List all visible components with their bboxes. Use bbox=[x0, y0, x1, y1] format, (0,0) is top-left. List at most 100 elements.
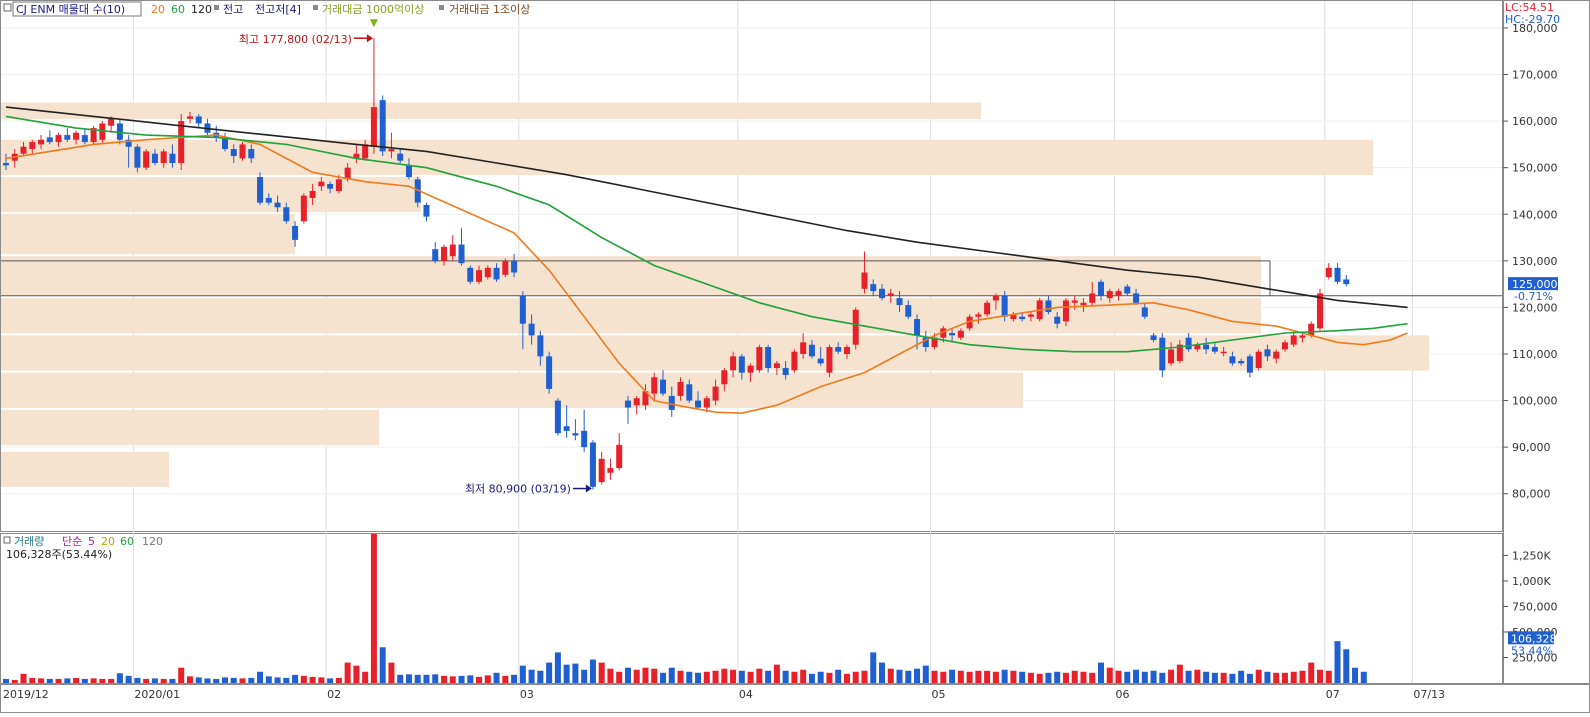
volume-bar bbox=[327, 678, 334, 683]
candle-down bbox=[405, 165, 412, 177]
last-volume-value: 106,328 bbox=[1511, 632, 1557, 645]
volume-bar bbox=[300, 675, 307, 683]
volume-bar bbox=[309, 676, 316, 683]
volume-ma20-label: 20 bbox=[101, 535, 115, 548]
volume-bar bbox=[808, 673, 815, 683]
volume-bar bbox=[99, 678, 106, 683]
candle-down bbox=[1159, 337, 1166, 371]
volume-bar bbox=[1352, 667, 1359, 683]
volume-bar bbox=[230, 677, 237, 683]
volume-bar bbox=[318, 677, 325, 683]
ma60-label: 60 bbox=[171, 3, 185, 16]
volume-bar bbox=[677, 670, 684, 683]
last-price-badge-bg bbox=[1508, 277, 1558, 291]
volume-bar bbox=[914, 668, 921, 683]
candle-up bbox=[353, 153, 360, 159]
volume-bar bbox=[1168, 669, 1175, 683]
volume-bar bbox=[782, 670, 789, 683]
volume-bar bbox=[738, 670, 745, 683]
candle-down bbox=[1211, 347, 1218, 352]
price-change-value: -0.71% bbox=[1514, 290, 1553, 303]
volume-bar bbox=[1343, 649, 1350, 683]
volume-bar bbox=[616, 671, 623, 683]
candle-up bbox=[791, 351, 798, 371]
date-tick-label: 05 bbox=[932, 688, 946, 701]
volume-pct-value: 53.44% bbox=[1511, 644, 1553, 657]
volume-bar bbox=[353, 665, 360, 683]
chart-legend: CJ ENM 매물대 수(10) 20 60 120 전고 전고저[4] 거래대… bbox=[3, 1, 530, 17]
volume-bar bbox=[712, 670, 719, 683]
vol1jo-icon bbox=[439, 5, 444, 10]
candle-up bbox=[20, 146, 27, 154]
candle-up bbox=[484, 267, 491, 278]
volume-bar bbox=[283, 677, 290, 683]
candle-down bbox=[949, 333, 956, 336]
volume-legend-box-icon bbox=[3, 536, 11, 544]
candle-up bbox=[852, 309, 859, 345]
candle-up bbox=[800, 342, 807, 354]
candle-up bbox=[344, 167, 351, 180]
volume-bar bbox=[423, 674, 430, 683]
volume-bar bbox=[624, 667, 631, 683]
volume-bar bbox=[414, 674, 421, 683]
candle-up bbox=[1062, 300, 1069, 322]
candle-up bbox=[362, 144, 369, 159]
candle-down bbox=[1246, 356, 1253, 373]
last-price-badge: 125,000 -0.71% bbox=[1508, 277, 1558, 303]
volume-bar bbox=[1334, 641, 1341, 683]
volume-bar bbox=[1194, 669, 1201, 683]
volume-bar bbox=[432, 674, 439, 683]
volume-bar bbox=[195, 677, 202, 683]
candle-up bbox=[1273, 351, 1280, 359]
volume-bar bbox=[143, 678, 150, 683]
candle-down bbox=[1334, 267, 1341, 282]
candle-up bbox=[931, 337, 938, 348]
volume-bar bbox=[949, 669, 956, 683]
candle-down bbox=[230, 149, 237, 157]
volume-bar bbox=[1211, 672, 1218, 683]
candle-down bbox=[905, 305, 912, 317]
date-tick-label: 02 bbox=[327, 688, 341, 701]
volume-profile-bar bbox=[1, 409, 379, 446]
price-axis-panel bbox=[1503, 0, 1590, 684]
price-tick-label: 180,000 bbox=[1512, 22, 1558, 35]
high-annotation: 최고 177,800 (02/13) bbox=[239, 19, 378, 46]
volume-bar bbox=[826, 672, 833, 683]
volume-bar bbox=[607, 668, 614, 683]
ma20-line bbox=[5, 134, 1408, 415]
candle-up bbox=[239, 144, 246, 159]
date-axis-panel bbox=[0, 684, 1590, 713]
volume-bar bbox=[546, 662, 553, 683]
date-tick-label: 07/13 bbox=[1413, 688, 1445, 701]
candle-down bbox=[1054, 316, 1061, 324]
candle-up bbox=[703, 398, 710, 408]
volume-bar bbox=[11, 679, 18, 683]
candle-down bbox=[292, 225, 299, 240]
volume-bar bbox=[966, 671, 973, 683]
volume-bar bbox=[362, 671, 369, 683]
volume-bar bbox=[519, 665, 526, 683]
candle-down bbox=[1264, 349, 1271, 357]
last-price-value: 125,000 bbox=[1512, 278, 1558, 291]
candle-up bbox=[642, 391, 649, 406]
volume-profile-bar bbox=[1, 102, 981, 120]
vol1000-label: 거래대금 1000억이상 bbox=[322, 3, 424, 16]
candle-up bbox=[712, 386, 719, 401]
candle-up bbox=[1290, 335, 1297, 345]
volume-bar bbox=[747, 671, 754, 683]
candle-down bbox=[922, 337, 929, 348]
volume-bar bbox=[1062, 672, 1069, 683]
volume-tick-label: 750,000 bbox=[1512, 600, 1558, 613]
volume-bar bbox=[563, 664, 570, 683]
candle-up bbox=[38, 139, 45, 145]
prev-high-low-label: 전고저[4] bbox=[255, 3, 301, 16]
candle-down bbox=[870, 284, 877, 292]
volume-bar bbox=[1264, 671, 1271, 683]
title-box[interactable] bbox=[12, 1, 142, 17]
volume-bar bbox=[1019, 671, 1026, 683]
volume-bar bbox=[239, 678, 246, 683]
candle-down bbox=[195, 116, 202, 124]
candle-down bbox=[46, 137, 53, 143]
